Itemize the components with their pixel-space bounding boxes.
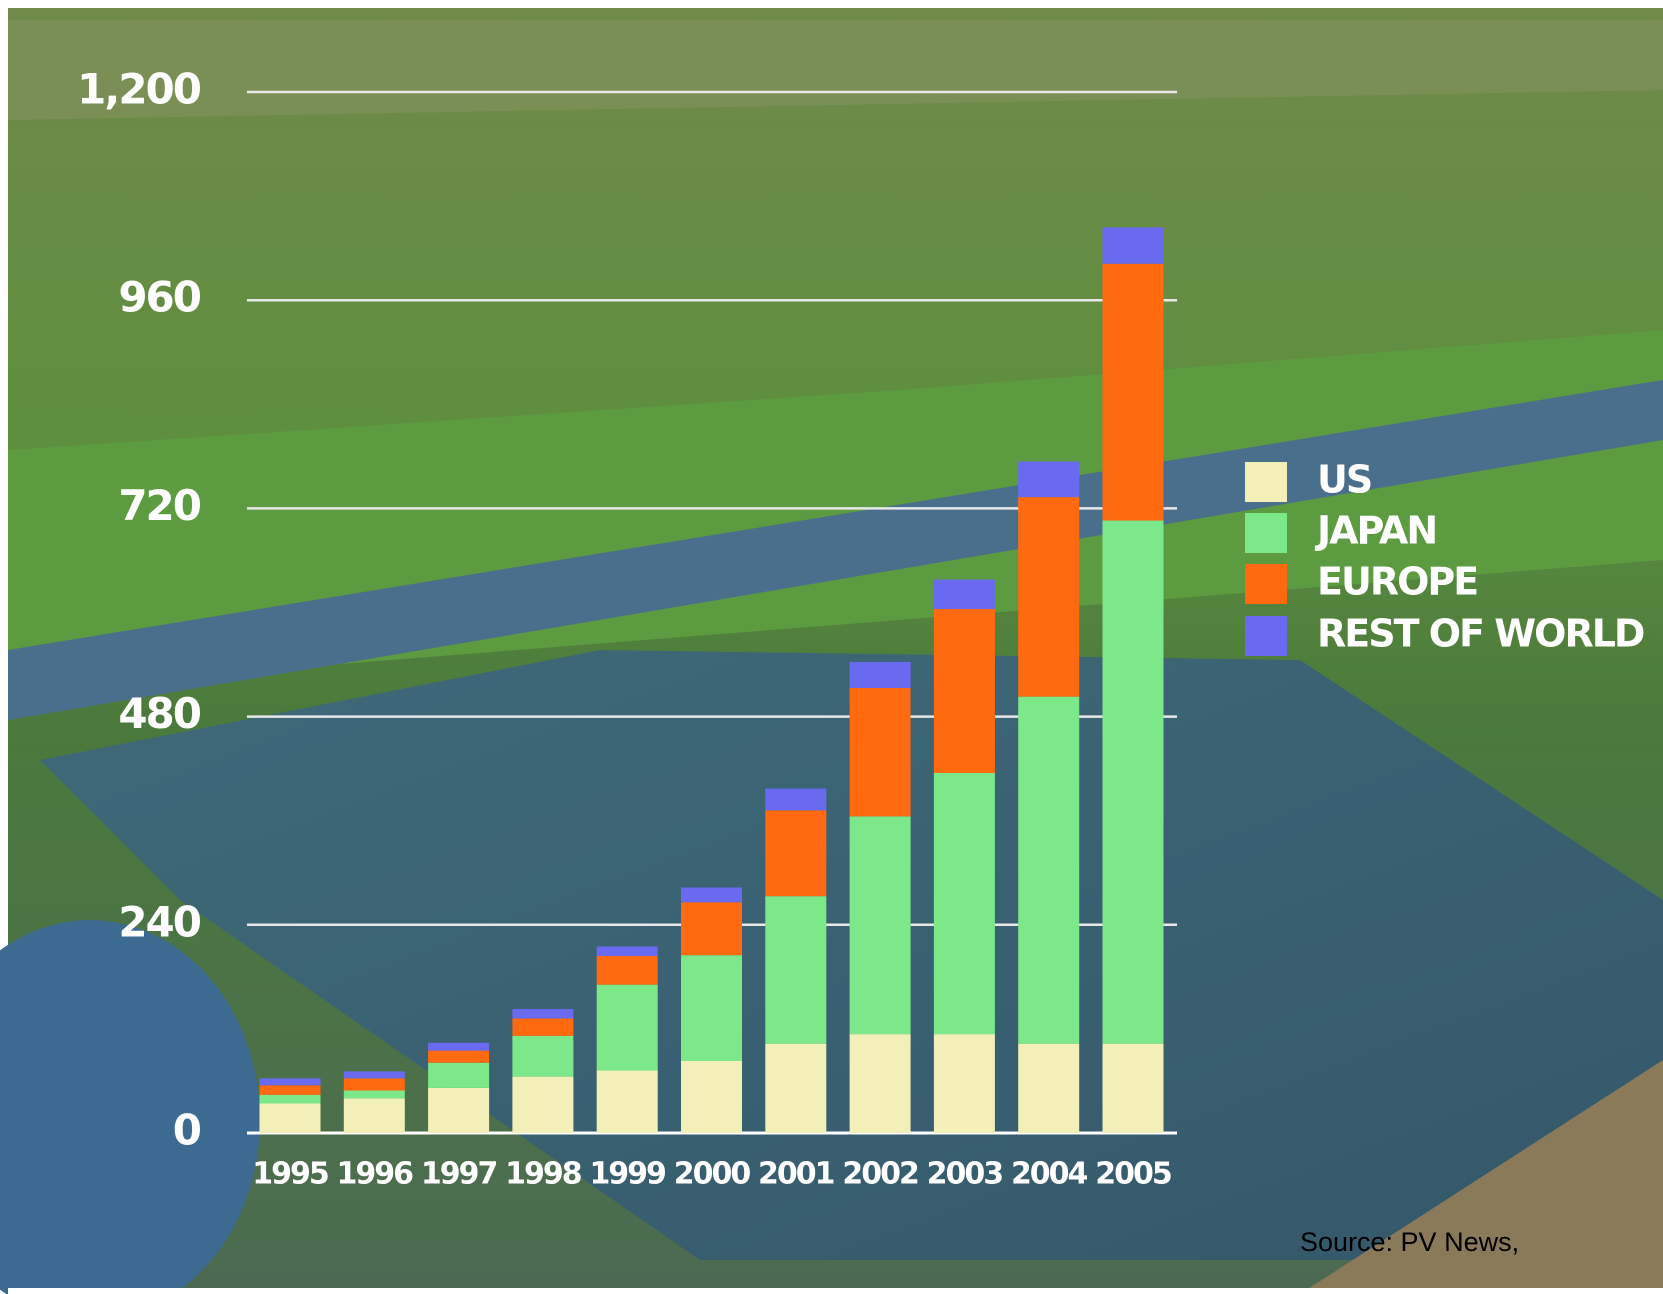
x-tick-label: 2004 (1011, 1157, 1088, 1192)
bar-segment (1018, 497, 1080, 697)
x-tick-label: 1998 (505, 1157, 582, 1192)
bar-segment (849, 816, 911, 1035)
source-note: Source: PV News, (1300, 1227, 1519, 1257)
x-tick-label: 2002 (842, 1157, 918, 1192)
bar-segment (259, 1078, 321, 1086)
bar-segment (1102, 263, 1164, 521)
legend-swatch (1245, 513, 1287, 553)
bar-segment (343, 1098, 405, 1133)
y-tick-label: 480 (118, 689, 200, 738)
legend-swatch (1245, 564, 1287, 604)
x-tick-label: 2001 (758, 1157, 834, 1192)
bar-segment (428, 1042, 490, 1051)
legend-swatch (1245, 616, 1287, 656)
bar-segment (933, 1034, 995, 1133)
bar-segment (933, 772, 995, 1035)
plot-area: 0 240 480 720 960 1,200 1995 1996 1997 1998 1999 20… (77, 65, 1646, 1192)
x-tick-label: 1997 (421, 1157, 497, 1192)
bar-segment (512, 1018, 574, 1036)
bar-segment (343, 1071, 405, 1079)
bar-segment (596, 946, 658, 957)
y-tick-label: 0 (173, 1106, 201, 1155)
bar-segment (1018, 461, 1080, 498)
bar-segment (1102, 227, 1164, 264)
y-tick-label: 1,200 (77, 65, 201, 114)
bar-segment (1102, 520, 1164, 1044)
bar-segment (849, 1034, 911, 1133)
bar-segment (343, 1090, 405, 1099)
bar-segment (849, 687, 911, 817)
bar-segment (681, 1060, 742, 1133)
bar-segment (512, 1035, 574, 1077)
bar-segment (512, 1008, 574, 1019)
x-tick-label: 1995 (252, 1157, 328, 1192)
bar-segment (1018, 1043, 1080, 1133)
x-tick-label: 2000 (674, 1157, 751, 1192)
y-tick-label: 960 (118, 273, 200, 322)
bar-segment (765, 896, 827, 1044)
y-tick-label: 720 (118, 481, 200, 530)
bar-segment (512, 1076, 574, 1133)
bar-segment (596, 1070, 658, 1133)
legend-label: JAPAN (1314, 509, 1436, 553)
bar-segment (681, 955, 742, 1061)
bar-segment (1018, 696, 1080, 1044)
bar-segment (765, 788, 827, 811)
bar-segment (343, 1078, 405, 1091)
bar-segment (428, 1050, 490, 1063)
legend-label: REST OF WORLD (1317, 612, 1644, 656)
legend-label: US (1317, 458, 1371, 502)
bar-segment (596, 956, 658, 985)
bar-segment (428, 1087, 490, 1133)
y-tick-label: 240 (118, 897, 200, 946)
bar-segment (681, 902, 742, 956)
bar-segment (765, 1043, 827, 1133)
bar-segment (596, 984, 658, 1071)
x-tick-label: 1996 (337, 1157, 414, 1192)
bar-segment (849, 661, 911, 688)
bar-segment (259, 1094, 321, 1104)
bar-segment (428, 1062, 490, 1088)
bar-segment (681, 887, 742, 903)
bar-segment (933, 609, 995, 773)
bar-segment (1102, 1043, 1164, 1133)
bar-segment (259, 1103, 321, 1133)
bar-segment (765, 810, 827, 897)
legend-swatch (1245, 462, 1287, 502)
bar-segment (933, 579, 995, 610)
x-tick-label: 2005 (1095, 1157, 1171, 1192)
x-tick-label: 1999 (589, 1157, 665, 1192)
x-tick-label: 2003 (927, 1157, 1003, 1192)
bar-segment (259, 1085, 321, 1095)
legend-label: EUROPE (1317, 560, 1477, 604)
